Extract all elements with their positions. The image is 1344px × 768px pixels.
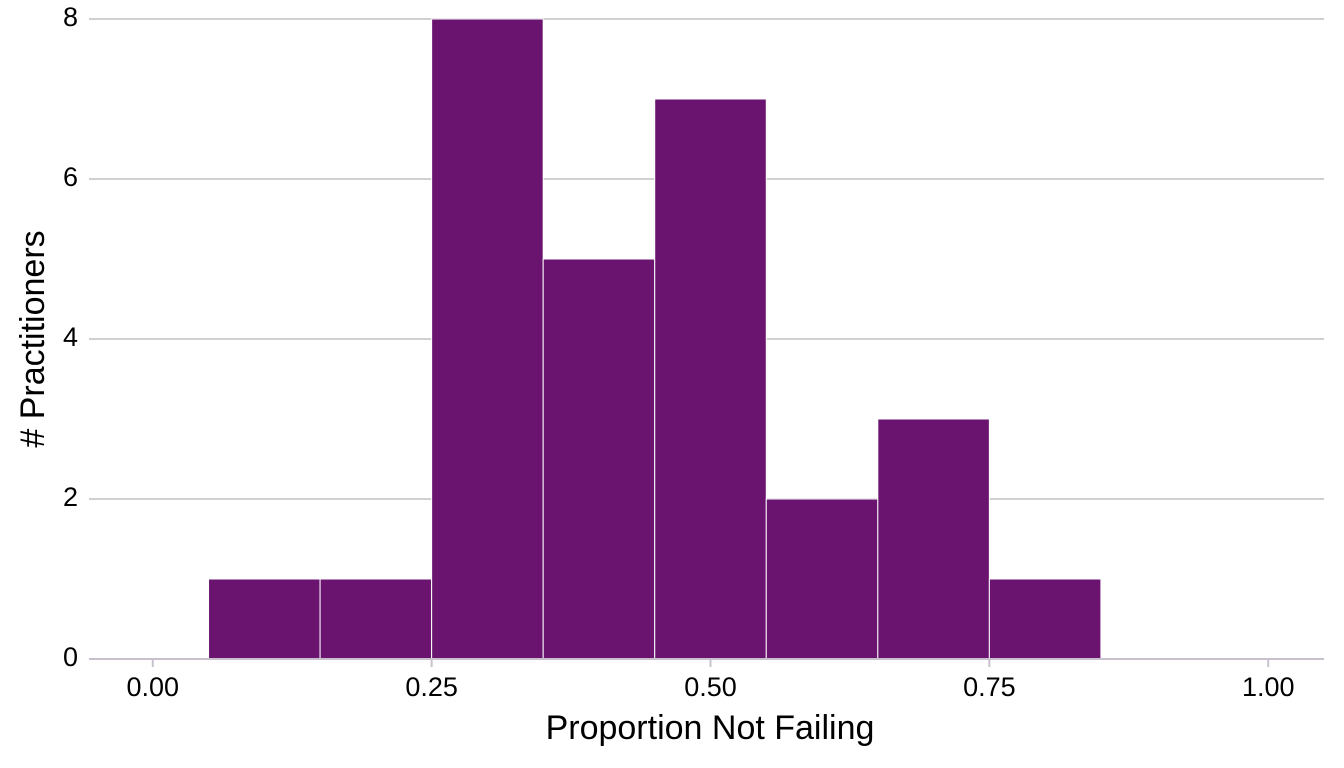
x-tick-label: 0.25	[405, 672, 458, 702]
bar	[654, 98, 767, 660]
x-tick-label: 0.75	[963, 672, 1016, 702]
y-tick-label: 4	[63, 322, 78, 352]
bar	[988, 578, 1102, 660]
x-tick-label: 0.00	[126, 672, 179, 702]
bar	[542, 258, 656, 660]
x-tick-label: 0.50	[684, 672, 737, 702]
bar	[319, 578, 433, 660]
y-axis-title: # Practitioners	[14, 230, 52, 447]
bar	[877, 418, 990, 660]
y-tick-label: 0	[63, 642, 78, 672]
x-tick-label: 1.00	[1242, 672, 1295, 702]
y-tick-label: 6	[63, 162, 78, 192]
bar	[431, 18, 544, 660]
x-axis-title: Proportion Not Failing	[546, 709, 875, 747]
bar	[765, 498, 879, 660]
y-tick-label: 8	[63, 2, 78, 32]
y-tick-label: 2	[63, 482, 78, 512]
bar	[208, 578, 321, 660]
